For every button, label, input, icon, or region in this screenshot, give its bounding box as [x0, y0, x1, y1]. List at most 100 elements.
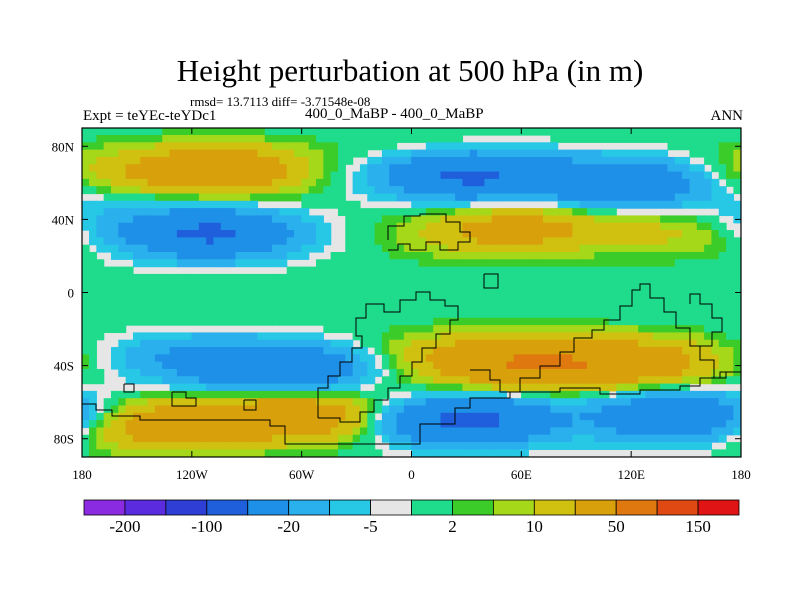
field-cell: [198, 222, 207, 231]
field-cell: [557, 156, 566, 165]
field-cell: [455, 442, 464, 450]
field-cell: [462, 193, 471, 202]
field-cell: [103, 142, 112, 151]
field-cell: [718, 259, 727, 268]
field-cell: [286, 230, 295, 238]
field-cell: [440, 128, 449, 136]
field-cell: [469, 325, 478, 334]
field-cell: [132, 361, 141, 370]
field-cell: [440, 368, 449, 377]
field-cell: [110, 361, 119, 370]
field-cell: [272, 449, 280, 457]
field-cell: [198, 427, 207, 436]
x-tick-label: 0: [408, 467, 415, 482]
field-cell: [528, 390, 537, 399]
field-cell: [652, 230, 661, 238]
field-cell: [521, 390, 529, 399]
field-cell: [286, 368, 295, 377]
field-cell: [564, 310, 573, 319]
field-cell: [564, 332, 573, 341]
field-cell: [608, 259, 617, 268]
field-cell: [191, 398, 200, 407]
field-cell: [638, 325, 647, 334]
field-cell: [689, 427, 698, 436]
field-cell: [316, 434, 324, 443]
field-cell: [198, 390, 207, 399]
field-cell: [125, 200, 134, 209]
field-cell: [667, 273, 676, 282]
field-cell: [374, 193, 383, 202]
field-cell: [645, 128, 654, 136]
field-cell: [272, 317, 280, 326]
field-cell: [608, 383, 617, 392]
field-cell: [403, 420, 412, 429]
field-cell: [162, 442, 171, 450]
field-cell: [733, 420, 741, 429]
field-cell: [528, 178, 537, 187]
field-cell: [455, 390, 464, 399]
field-cell: [103, 405, 112, 414]
field-cell: [484, 295, 493, 304]
field-cell: [140, 427, 149, 436]
field-cell: [242, 222, 251, 231]
field-cell: [323, 434, 332, 443]
field-cell: [206, 339, 215, 348]
field-cell: [323, 149, 332, 158]
field-cell: [418, 317, 427, 326]
field-cell: [191, 420, 200, 429]
field-cell: [228, 310, 237, 319]
field-cell: [367, 434, 376, 443]
field-cell: [184, 288, 193, 297]
field-cell: [411, 193, 420, 202]
field-cell: [242, 171, 251, 180]
field-cell: [418, 281, 427, 290]
field-cell: [521, 420, 529, 429]
field-cell: [323, 266, 332, 275]
field-cell: [279, 178, 288, 187]
field-cell: [645, 251, 654, 260]
field-cell: [213, 354, 222, 363]
field-cell: [462, 317, 471, 326]
field-cell: [696, 325, 705, 334]
field-cell: [447, 376, 456, 385]
field-cell: [513, 354, 522, 363]
field-cell: [528, 281, 537, 290]
field-cell: [367, 368, 376, 377]
field-cell: [176, 347, 185, 355]
field-cell: [345, 156, 354, 165]
field-cell: [206, 222, 215, 231]
field-cell: [103, 135, 112, 143]
field-cell: [213, 259, 222, 268]
field-cell: [264, 178, 273, 187]
field-cell: [323, 237, 332, 246]
field-cell: [682, 156, 691, 165]
field-cell: [96, 237, 105, 246]
field-cell: [521, 193, 529, 202]
field-cell: [272, 142, 280, 151]
field-cell: [433, 368, 442, 377]
field-cell: [704, 442, 713, 450]
field-cell: [330, 303, 339, 312]
field-cell: [543, 128, 551, 136]
field-cell: [667, 193, 676, 202]
field-cell: [316, 149, 324, 158]
field-cell: [433, 222, 442, 231]
field-cell: [359, 128, 368, 136]
field-cell: [660, 164, 669, 173]
field-cell: [499, 193, 507, 202]
field-cell: [367, 449, 376, 457]
field-cell: [367, 427, 376, 436]
field-cell: [213, 303, 222, 312]
field-cell: [521, 186, 529, 195]
field-cell: [564, 149, 573, 158]
field-cell: [689, 434, 698, 443]
field-cell: [96, 281, 105, 290]
field-cell: [726, 295, 734, 304]
field-cell: [660, 390, 669, 399]
field-cell: [308, 317, 317, 326]
field-cell: [564, 347, 573, 355]
field-cell: [682, 420, 691, 429]
field-cell: [455, 142, 464, 151]
field-cell: [191, 149, 200, 158]
field-cell: [279, 361, 288, 370]
